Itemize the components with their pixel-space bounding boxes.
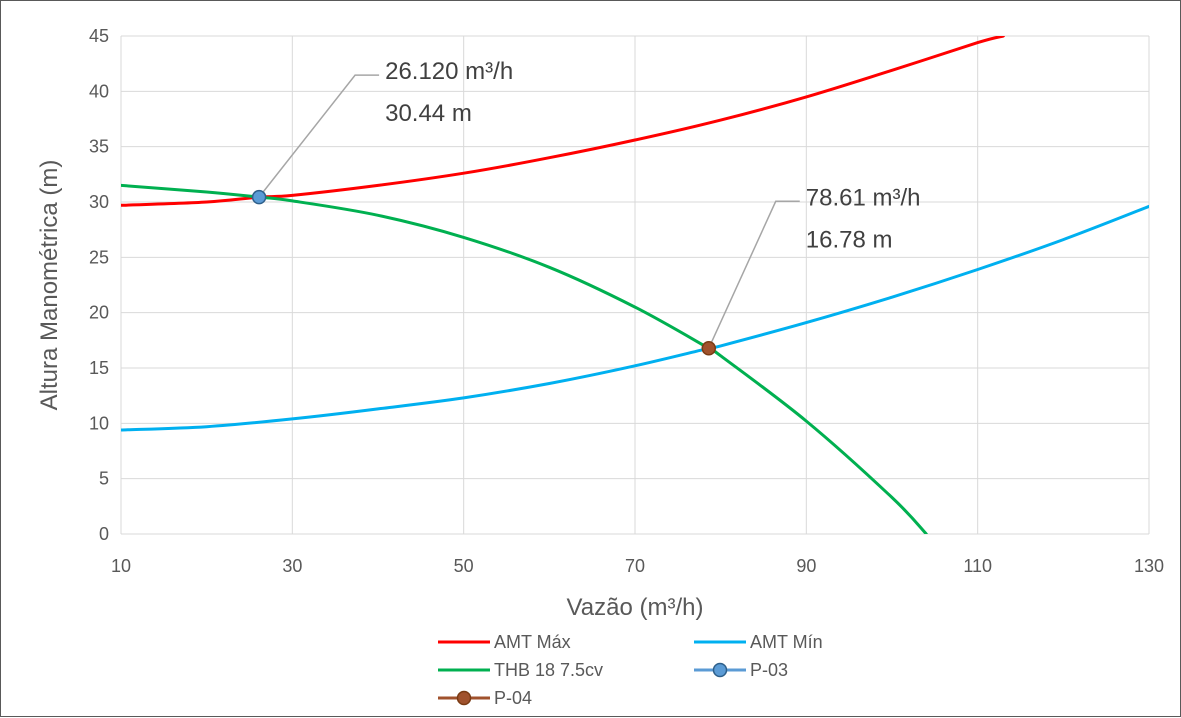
legend-label-p-04: P-04 [494, 688, 532, 708]
x-tick-label: 90 [796, 556, 816, 576]
x-tick-label: 50 [454, 556, 474, 576]
x-tick-label: 70 [625, 556, 645, 576]
legend-label-p-03: P-03 [750, 660, 788, 680]
legend-label-amt-min: AMT Mín [750, 632, 823, 652]
legend-marker-p-03 [712, 662, 728, 678]
x-tick-label: 110 [963, 556, 992, 576]
x-tick-label: 30 [282, 556, 302, 576]
x-tick-labels: 10 30 50 70 90 110 130 [111, 556, 1164, 576]
x-axis-title: Vazão (m³/h) [567, 594, 704, 621]
annotation-leaders [258, 74, 800, 349]
y-tick-label: 45 [89, 26, 109, 46]
annotation-p-04-line: 78.61 m³/h [806, 184, 921, 211]
y-tick-label: 20 [89, 303, 109, 323]
leader-line-p-04 [708, 200, 800, 349]
legend-label-thb-18-7-5cv: THB 18 7.5cv [494, 660, 603, 680]
y-tick-label: 25 [89, 247, 109, 267]
legend-label-amt-max: AMT Máx [494, 632, 571, 652]
y-tick-label: 35 [89, 137, 109, 157]
y-tick-labels: 0 5 10 15 20 25 30 35 40 45 [89, 26, 109, 544]
y-tick-label: 15 [89, 358, 109, 378]
line-amt-min [121, 204, 1149, 432]
y-axis-title: Altura Manométrica (m) [36, 160, 63, 411]
x-tick-label: 10 [111, 556, 131, 576]
annotations: 26.120 m³/h 30.44 m 78.61 m³/h 16.78 m [385, 58, 920, 253]
x-tick-label: 130 [1134, 556, 1164, 576]
y-tick-label: 0 [99, 524, 109, 544]
y-tick-label: 40 [89, 81, 109, 101]
annotation-p-03-line: 30.44 m [385, 100, 472, 127]
annotation-p-03-line: 26.120 m³/h [385, 58, 513, 85]
point-p-04 [701, 341, 717, 356]
point-p-03 [251, 189, 267, 205]
y-tick-label: 10 [89, 413, 109, 433]
legend: AMT Máx AMT Mín THB 18 7.5cv P-03 P-04 [438, 632, 823, 708]
series-points [251, 189, 717, 356]
x-grid [120, 36, 1150, 534]
leader-line-p-03 [258, 74, 380, 198]
annotation-p-04-line: 16.78 m [806, 226, 893, 253]
y-tick-label: 5 [99, 469, 109, 489]
line-amt-max [121, 36, 1005, 207]
legend-marker-p-04 [456, 690, 472, 706]
y-tick-label: 30 [89, 192, 109, 212]
